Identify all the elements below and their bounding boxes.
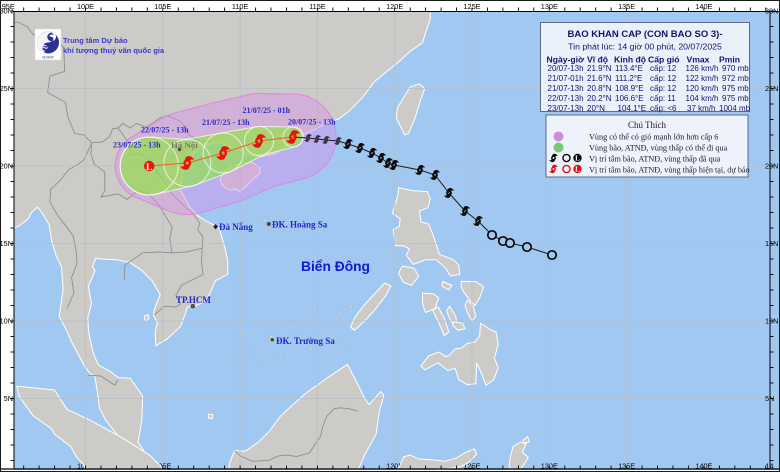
svg-text:Vị trí tâm bão, ATNĐ, vùng thấ: Vị trí tâm bão, ATNĐ, vùng thấp hiện tại… [589, 166, 750, 175]
svg-text:25N: 25N [0, 84, 13, 93]
svg-text:Kinh độ: Kinh độ [614, 55, 646, 65]
svg-text:Vĩ độ: Vĩ độ [587, 55, 608, 65]
svg-text:cấp: <6: cấp: <6 [650, 104, 677, 113]
svg-text:23/07/25 - 13h: 23/07/25 - 13h [113, 141, 161, 150]
svg-text:30N: 30N [0, 7, 13, 16]
svg-text:975 mb: 975 mb [722, 84, 749, 93]
svg-text:L: L [146, 163, 152, 173]
svg-text:113.4°E: 113.4°E [615, 64, 643, 73]
svg-text:ĐK. Trường Sa: ĐK. Trường Sa [276, 336, 335, 346]
svg-text:108.9°E: 108.9°E [615, 84, 644, 93]
svg-text:23/07-13h: 23/07-13h [548, 104, 584, 113]
svg-text:122 km/h: 122 km/h [686, 74, 719, 83]
svg-text:Hà Nội: Hà Nội [171, 140, 198, 150]
svg-text:120E: 120E [386, 2, 403, 11]
svg-text:5N: 5N [765, 394, 774, 403]
svg-text:37 km/h: 37 km/h [687, 104, 715, 113]
svg-text:20/07-13h: 20/07-13h [548, 64, 584, 73]
svg-text:30N: 30N [765, 7, 778, 16]
svg-text:20.2°N: 20.2°N [587, 94, 612, 103]
svg-text:Trung tâm Dự báo: Trung tâm Dự báo [63, 36, 128, 45]
svg-text:20°N: 20°N [587, 104, 605, 113]
svg-text:975 mb: 975 mb [722, 94, 749, 103]
svg-text:Vị trí tâm bão, ATNĐ, vùng thấ: Vị trí tâm bão, ATNĐ, vùng thấp đã qua [589, 155, 721, 164]
svg-text:110E: 110E [232, 2, 249, 11]
svg-text:104.1°E: 104.1°E [618, 104, 647, 113]
svg-text:L: L [575, 155, 580, 163]
svg-text:20/07/25 - 13h: 20/07/25 - 13h [288, 118, 336, 127]
svg-text:NCHMF: NCHMF [42, 56, 54, 60]
svg-text:115E: 115E [309, 2, 326, 11]
svg-text:106.6°E: 106.6°E [615, 94, 644, 103]
svg-text:Pmin: Pmin [719, 55, 740, 65]
svg-text:130E: 130E [541, 2, 558, 11]
svg-text:1004 mb: 1004 mb [719, 104, 751, 113]
svg-text:10N: 10N [765, 317, 778, 326]
svg-text:TP.HCM: TP.HCM [176, 295, 211, 305]
svg-text:135E: 135E [618, 2, 635, 11]
svg-text:Vùng có thể có gió mạnh lớn hơ: Vùng có thể có gió mạnh lớn hơn cấp 6 [589, 133, 718, 142]
svg-text:104 km/h: 104 km/h [686, 94, 719, 103]
svg-text:Vùng bão, ATNĐ, vùng thấp có t: Vùng bão, ATNĐ, vùng thấp có thể đi qua [589, 144, 728, 153]
svg-text:140E: 140E [695, 2, 712, 11]
svg-text:21/07-13h: 21/07-13h [548, 84, 584, 93]
svg-text:cấp: 11: cấp: 11 [650, 94, 676, 103]
svg-text:22/07/25 - 13h: 22/07/25 - 13h [141, 126, 189, 135]
svg-text:21/07-01h: 21/07-01h [548, 74, 584, 83]
svg-text:970 mb: 970 mb [722, 64, 749, 73]
svg-text:100E: 100E [77, 2, 94, 11]
svg-text:120 km/h: 120 km/h [686, 84, 719, 93]
svg-text:Biển Đông: Biển Đông [301, 259, 370, 274]
svg-text:cấp: 12: cấp: 12 [650, 64, 677, 73]
svg-text:cấp: 12: cấp: 12 [650, 84, 677, 93]
svg-text:21/07/25 - 01h: 21/07/25 - 01h [243, 106, 291, 115]
svg-text:15N: 15N [0, 239, 13, 248]
svg-text:Cấp gió: Cấp gió [648, 55, 680, 65]
svg-text:20N: 20N [765, 162, 778, 171]
svg-text:105E: 105E [154, 2, 171, 11]
svg-text:95E: 95E [2, 2, 15, 11]
svg-text:111.2°E: 111.2°E [615, 74, 642, 83]
svg-text:21.6°N: 21.6°N [587, 74, 612, 83]
svg-text:cấp: 12: cấp: 12 [650, 74, 677, 83]
svg-text:10N: 10N [0, 317, 13, 326]
svg-text:khí tượng thuỷ văn quốc gia: khí tượng thuỷ văn quốc gia [63, 46, 165, 55]
svg-text:Vmax: Vmax [687, 55, 710, 65]
svg-text:BAO KHAN CAP (CON BAO SO 3)-: BAO KHAN CAP (CON BAO SO 3)- [568, 29, 723, 40]
svg-text:21.9°N: 21.9°N [587, 64, 612, 73]
svg-text:126 km/h: 126 km/h [686, 64, 719, 73]
svg-text:L: L [575, 166, 580, 174]
svg-text:Đà Nẵng: Đà Nẵng [219, 222, 253, 232]
svg-text:125E: 125E [463, 2, 480, 11]
svg-text:Ngày-giờ: Ngày-giờ [547, 55, 586, 65]
svg-text:22/07-13h: 22/07-13h [548, 94, 584, 103]
svg-text:ĐK. Hoàng Sa: ĐK. Hoàng Sa [272, 220, 328, 230]
svg-text:25N: 25N [765, 84, 778, 93]
svg-text:20N: 20N [0, 162, 13, 171]
svg-text:15N: 15N [765, 239, 778, 248]
svg-text:Chú Thích: Chú Thích [628, 120, 667, 130]
svg-text:972 mb: 972 mb [722, 74, 749, 83]
svg-text:20.8°N: 20.8°N [587, 84, 612, 93]
svg-text:5N: 5N [4, 394, 13, 403]
svg-text:21/07/25 - 13h: 21/07/25 - 13h [202, 118, 250, 127]
svg-text:Tin phát lúc: 14 giờ 00 phút,: Tin phát lúc: 14 giờ 00 phút, 20/07/2025 [568, 42, 722, 52]
